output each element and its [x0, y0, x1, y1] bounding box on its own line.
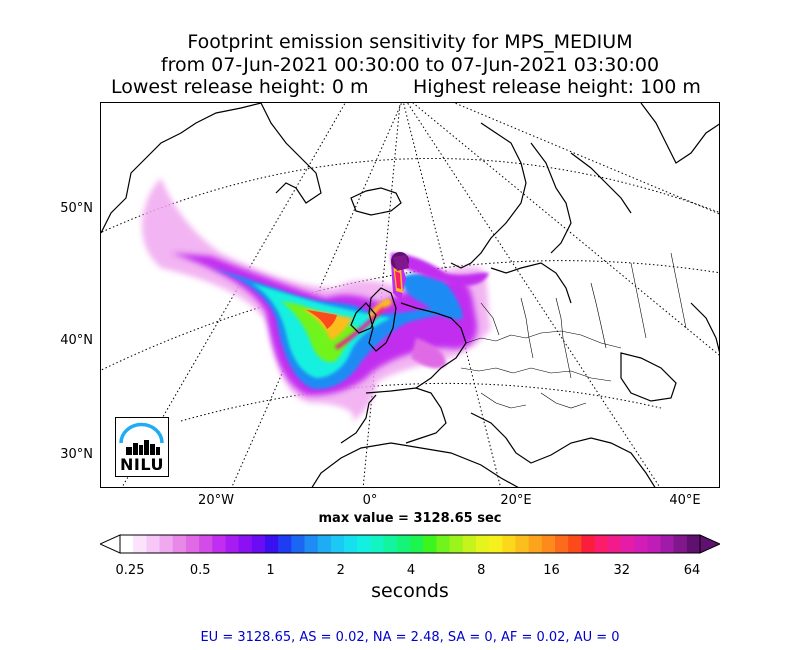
colorbar-cell — [199, 535, 213, 553]
colorbar-cell — [489, 535, 503, 553]
colorbar-tick-label: 32 — [613, 563, 631, 578]
colorbar-cell — [673, 535, 688, 553]
colorbar — [100, 534, 720, 554]
map-title-line-2: from 07-Jun-2021 00:30:00 to 07-Jun-2021… — [160, 54, 660, 76]
footprint-plume — [142, 178, 491, 423]
colorbar-cell — [238, 535, 253, 553]
colorbar-cell — [344, 535, 358, 553]
map-panel — [100, 102, 720, 488]
lon-label-0: 0° — [362, 493, 378, 508]
map-canvas — [101, 103, 719, 487]
colorbar-tick-label: 0.25 — [115, 563, 145, 578]
colorbar-cell — [251, 535, 266, 553]
lat-label-30n: 30°N — [60, 447, 93, 462]
colorbar-cell — [383, 535, 398, 553]
graticule-lat-30 — [180, 382, 662, 422]
graticule-lon-40e — [406, 103, 661, 487]
max-value-label: max value = 3128.65 sec — [318, 511, 502, 526]
colorbar-tick-label: 1 — [266, 563, 275, 578]
colorbar-cell — [555, 535, 569, 553]
colorbar-cell — [146, 535, 160, 553]
colorbar-cell — [607, 535, 622, 553]
colorbar-cell — [462, 535, 477, 553]
colorbar-cell — [291, 535, 305, 553]
lat-label-50n: 50°N — [60, 201, 93, 216]
colorbar-cell — [568, 535, 582, 553]
colorbar-cell — [396, 535, 411, 553]
colorbar-cell — [647, 535, 661, 553]
colorbar-cell — [317, 535, 332, 553]
colorbar-min-arrow — [100, 534, 121, 554]
colorbar-max-arrow — [699, 534, 720, 554]
colorbar-cell — [225, 535, 240, 553]
colorbar-tick-label: 16 — [543, 563, 560, 578]
country-borders — [460, 252, 687, 409]
colorbar-cell — [172, 535, 187, 553]
nilu-logo-text: NILU — [120, 455, 164, 474]
lon-label-40e: 40°E — [669, 493, 701, 508]
colorbar-cell — [620, 535, 635, 553]
colorbar-cell — [528, 535, 543, 553]
colorbar-cell — [660, 535, 675, 553]
release-height-high: Highest release height: 100 m — [413, 76, 701, 98]
regional-summary: EU = 3128.65, AS = 0.02, NA = 2.48, SA =… — [200, 630, 620, 645]
colorbar-cell — [278, 535, 292, 553]
colorbar-cell — [436, 535, 450, 553]
colorbar-cell — [133, 535, 147, 553]
colorbar-cell — [330, 535, 345, 553]
lon-label-20e: 20°E — [500, 493, 532, 508]
colorbar-cell — [686, 535, 701, 553]
colorbar-cell — [212, 535, 226, 553]
colorbar-unit-label: seconds — [371, 580, 449, 602]
nilu-logo: NILU — [115, 417, 169, 477]
colorbar-cell — [594, 535, 609, 553]
lon-label-20w: 20°W — [198, 493, 234, 508]
graticule-lat-50 — [101, 157, 719, 234]
colorbar-cell — [502, 535, 516, 553]
coastlines — [101, 103, 719, 487]
colorbar-cell — [423, 535, 437, 553]
colorbar-cell — [265, 535, 279, 553]
colorbar-cell — [449, 535, 464, 553]
colorbar-tick-label: 2 — [336, 563, 345, 578]
colorbar-cell — [370, 535, 385, 553]
colorbar-cell — [581, 535, 595, 553]
colorbar-tick-label: 8 — [477, 563, 486, 578]
colorbar-cell — [357, 535, 371, 553]
colorbar-cell — [304, 535, 319, 553]
colorbar-cell — [541, 535, 556, 553]
map-title-line-1: Footprint emission sensitivity for MPS_M… — [187, 31, 633, 53]
colorbar-cell — [120, 535, 134, 553]
colorbar-cell — [159, 535, 174, 553]
release-height-low: Lowest release height: 0 m — [111, 76, 369, 98]
colorbar-cell — [634, 535, 648, 553]
graticule-lon-80e — [453, 103, 719, 215]
colorbar-tick-label: 0.5 — [189, 563, 211, 578]
graticule-lon-60e — [412, 103, 719, 356]
colorbar-tick-label: 64 — [683, 563, 701, 578]
colorbar-cell — [185, 535, 200, 553]
colorbar-cell — [410, 535, 424, 553]
nilu-logo-graphic — [119, 422, 164, 455]
lat-label-40n: 40°N — [60, 333, 93, 348]
colorbar-cell — [515, 535, 530, 553]
colorbar-tick-label: 4 — [406, 563, 416, 578]
colorbar-cell — [475, 535, 490, 553]
